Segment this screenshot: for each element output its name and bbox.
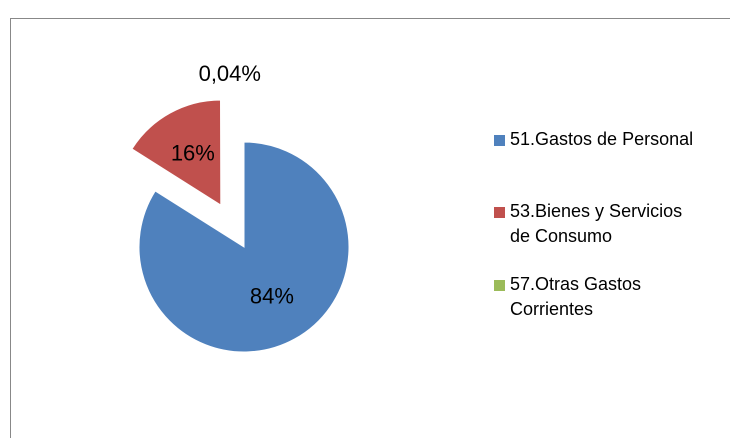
data-label: 16% <box>171 140 215 165</box>
pie-slice <box>138 141 350 353</box>
chart-border <box>10 18 730 438</box>
legend-label: 51.Gastos de Personal <box>510 129 694 149</box>
pie-slice <box>131 99 222 206</box>
legend-label: 57.Otras Gastos Corrientes <box>510 274 642 319</box>
data-label: 0,04% <box>199 61 261 86</box>
legend-swatch <box>494 280 505 291</box>
data-label: 84% <box>250 283 294 308</box>
legend-swatch <box>494 207 505 218</box>
legend-swatch <box>494 135 505 146</box>
legend-label: 53.Bienes y Servicios de Consumo <box>510 201 683 246</box>
